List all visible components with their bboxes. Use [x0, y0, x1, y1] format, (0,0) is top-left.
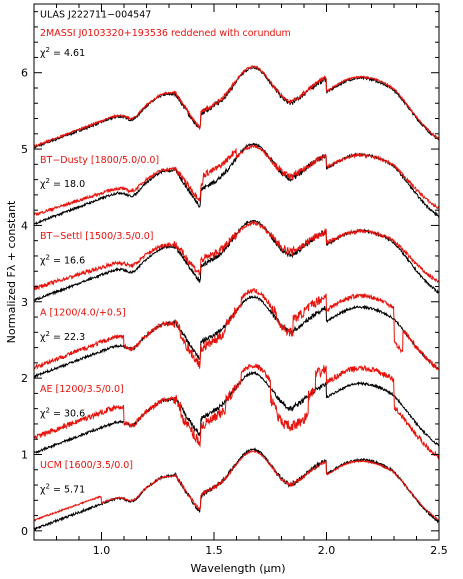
model-label: UCM [1600/3.5/0.0] [40, 460, 133, 471]
chi2-label: χ2 = 5.71 [40, 483, 85, 496]
model-spectrum-line [34, 220, 439, 291]
y-tick-label: 1 [21, 448, 28, 461]
chi2-label: χ2 = 4.61 [40, 46, 85, 59]
axes-layer: 1.0 1.5 2.0 2.5 0 1 2 3 4 5 6 [21, 3, 448, 557]
model-spectrum-line [34, 363, 439, 460]
y-tick-label: 5 [21, 143, 28, 156]
x-tick-label: 2.5 [430, 544, 448, 557]
x-tick-label: 2.0 [318, 544, 336, 557]
model-spectrum-line [34, 65, 439, 148]
chi2-label: χ2 = 22.3 [40, 330, 85, 343]
object-label: ULAS J222711−004547 [40, 10, 151, 21]
model-label: AE [1200/3.5/0.0] [40, 384, 124, 395]
y-tick-label: 4 [21, 219, 28, 232]
model-label: BT−Dusty [1800/5.0/0.0] [40, 155, 159, 166]
x-axis-label: Wavelength (μm) [190, 562, 285, 575]
y-tick-label: 0 [21, 525, 28, 538]
model-label: A [1200/4.0/+0.5] [40, 308, 126, 319]
y-tick-label: 2 [21, 372, 28, 385]
chi2-label: χ2 = 30.6 [40, 406, 85, 419]
x-tick-label: 1.0 [93, 544, 111, 557]
panel-labels-layer: ULAS J222711−004547 2MASSI J0103320+19353… [40, 10, 291, 496]
model-label: BT−Settl [1500/3.5/0.0] [40, 231, 153, 242]
observed-spectrum-line [34, 66, 439, 149]
y-axis-label: Normalized Fλ + constant [5, 200, 18, 343]
curves-layer [34, 65, 439, 532]
y-tick-label: 6 [21, 67, 28, 80]
model-label: 2MASSI J0103320+193536 reddened with cor… [40, 28, 291, 39]
model-spectrum-line [34, 144, 439, 216]
y-tick-label: 3 [21, 296, 28, 309]
model-spectrum-line [34, 450, 439, 522]
chi2-label: χ2 = 16.6 [40, 254, 85, 267]
chi2-label: χ2 = 18.0 [40, 177, 85, 190]
model-spectrum-line [34, 287, 439, 372]
x-tick-label: 1.5 [205, 544, 223, 557]
